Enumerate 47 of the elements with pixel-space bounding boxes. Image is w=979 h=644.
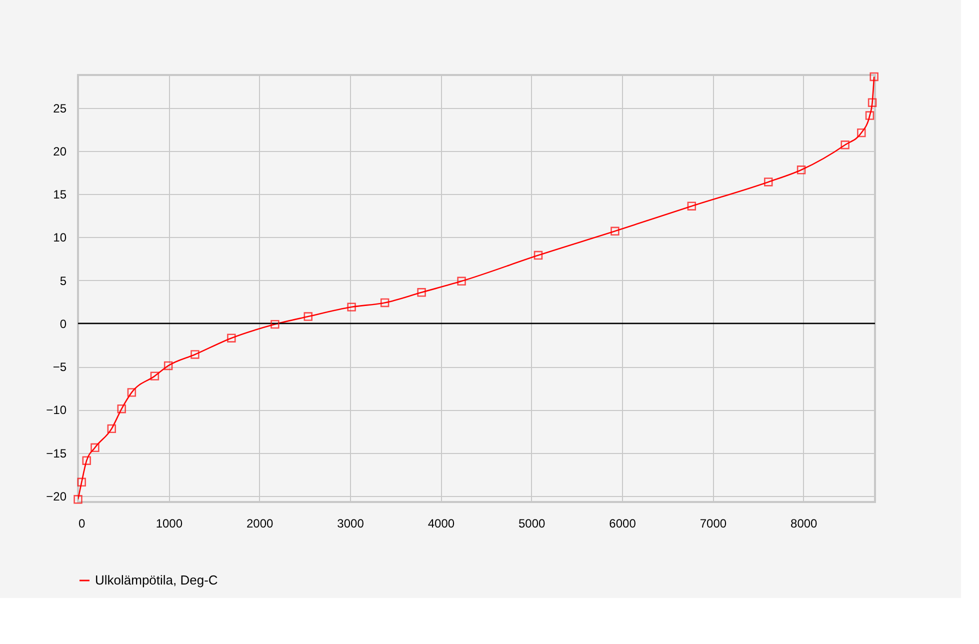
point bbox=[796, 166, 806, 174]
x-tick-label: 0 bbox=[78, 516, 86, 530]
x-tick-label: 3000 bbox=[337, 516, 364, 530]
y-tick-label: 10 bbox=[53, 230, 67, 245]
point bbox=[868, 98, 877, 107]
point bbox=[534, 250, 543, 260]
x-tick-label: 1000 bbox=[156, 516, 183, 530]
point bbox=[304, 312, 312, 321]
point bbox=[227, 334, 236, 342]
point bbox=[150, 372, 160, 380]
y-tick-label: 15 bbox=[53, 188, 67, 202]
y-tick-label: 20 bbox=[53, 144, 67, 158]
point bbox=[347, 302, 356, 312]
x-tick-label: 7000 bbox=[700, 516, 727, 530]
y-tick-label: −10 bbox=[46, 403, 67, 418]
point bbox=[865, 111, 874, 120]
point bbox=[687, 202, 696, 210]
y-tick-label: −5 bbox=[52, 360, 67, 374]
x-tick-label: 8000 bbox=[790, 516, 818, 530]
point bbox=[190, 350, 200, 359]
y-tick-label: 25 bbox=[53, 101, 67, 116]
legend-label: Ulkolämpötila, Deg-C bbox=[95, 572, 218, 588]
point bbox=[457, 276, 466, 286]
point bbox=[117, 404, 126, 414]
point bbox=[127, 388, 136, 397]
point bbox=[90, 443, 100, 452]
x-tick-label: 4000 bbox=[428, 516, 455, 530]
point bbox=[870, 72, 878, 82]
point bbox=[107, 424, 116, 434]
point bbox=[164, 361, 173, 370]
x-tick-label: 5000 bbox=[518, 516, 546, 530]
point bbox=[417, 288, 426, 297]
point bbox=[380, 298, 390, 308]
point bbox=[74, 495, 82, 504]
point bbox=[82, 456, 91, 465]
x-tick-label: 2000 bbox=[246, 516, 274, 530]
y-tick-label: −20 bbox=[46, 489, 67, 504]
y-tick-label: −15 bbox=[46, 446, 67, 460]
point bbox=[77, 478, 86, 487]
y-tick-label: 0 bbox=[60, 316, 67, 331]
y-tick-label: 5 bbox=[60, 274, 67, 288]
point bbox=[840, 140, 850, 150]
x-tick-label: 6000 bbox=[609, 516, 636, 530]
point bbox=[610, 226, 620, 236]
point bbox=[764, 178, 773, 186]
point bbox=[857, 128, 866, 138]
point bbox=[270, 320, 280, 329]
